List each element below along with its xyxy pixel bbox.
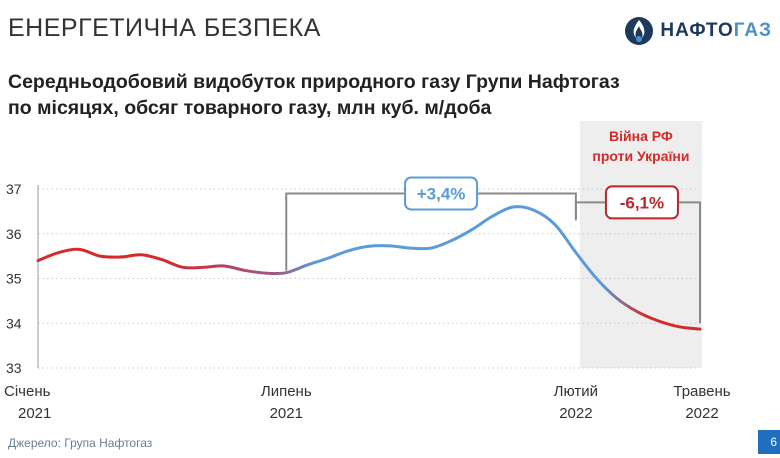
- x-tick-label-3-line-2: 2022: [685, 405, 718, 422]
- change-badge-label-0: +3,4%: [417, 184, 466, 203]
- x-tick-label-0-line-2: 2021: [18, 405, 51, 422]
- x-tick-label-2-line-1: Лютий: [554, 383, 598, 400]
- change-badge-0: [404, 176, 479, 211]
- naftogaz-logo: НАФТОГАЗ: [624, 14, 772, 48]
- x-tick-label-3-line-1: Травень: [673, 383, 730, 400]
- x-tick-label-0-line-1: Січень: [4, 383, 51, 400]
- production-series-line: [36, 205, 702, 331]
- naftogaz-logo-text: НАФТОГАЗ: [660, 20, 772, 41]
- war-period-label-line-1: Війна РФ: [609, 128, 673, 144]
- page-header-title: ЕНЕРГЕТИЧНА БЕЗПЕКА: [8, 14, 321, 42]
- y-tick-label-0: 33: [6, 360, 22, 376]
- y-tick-label-1: 34: [6, 315, 22, 331]
- x-tick-label-1-line-1: Липень: [261, 383, 312, 400]
- naftogaz-logo-icon: [625, 17, 654, 45]
- chart-title: Середньодобовий видобуток природного газ…: [8, 69, 620, 121]
- page-number: 6: [758, 430, 780, 454]
- x-tick-label-1-line-2: 2021: [270, 405, 303, 422]
- x-tick-label-2-line-2: 2022: [559, 405, 592, 422]
- chart-title-line-2: по місяцях, обсяг товарного газу, млн ку…: [8, 97, 492, 119]
- war-period-label-line-2: проти України: [592, 148, 689, 164]
- y-tick-label-4: 37: [6, 181, 22, 197]
- footer-source: Джерело: Група Нафтогаз: [8, 436, 153, 450]
- chart-title-line-1: Середньодобовий видобуток природного газ…: [8, 71, 620, 93]
- y-tick-label-3: 36: [6, 226, 22, 242]
- change-badge-label-1: -6,1%: [620, 193, 664, 212]
- y-tick-label-2: 35: [6, 271, 22, 287]
- change-badge-1: [604, 185, 679, 220]
